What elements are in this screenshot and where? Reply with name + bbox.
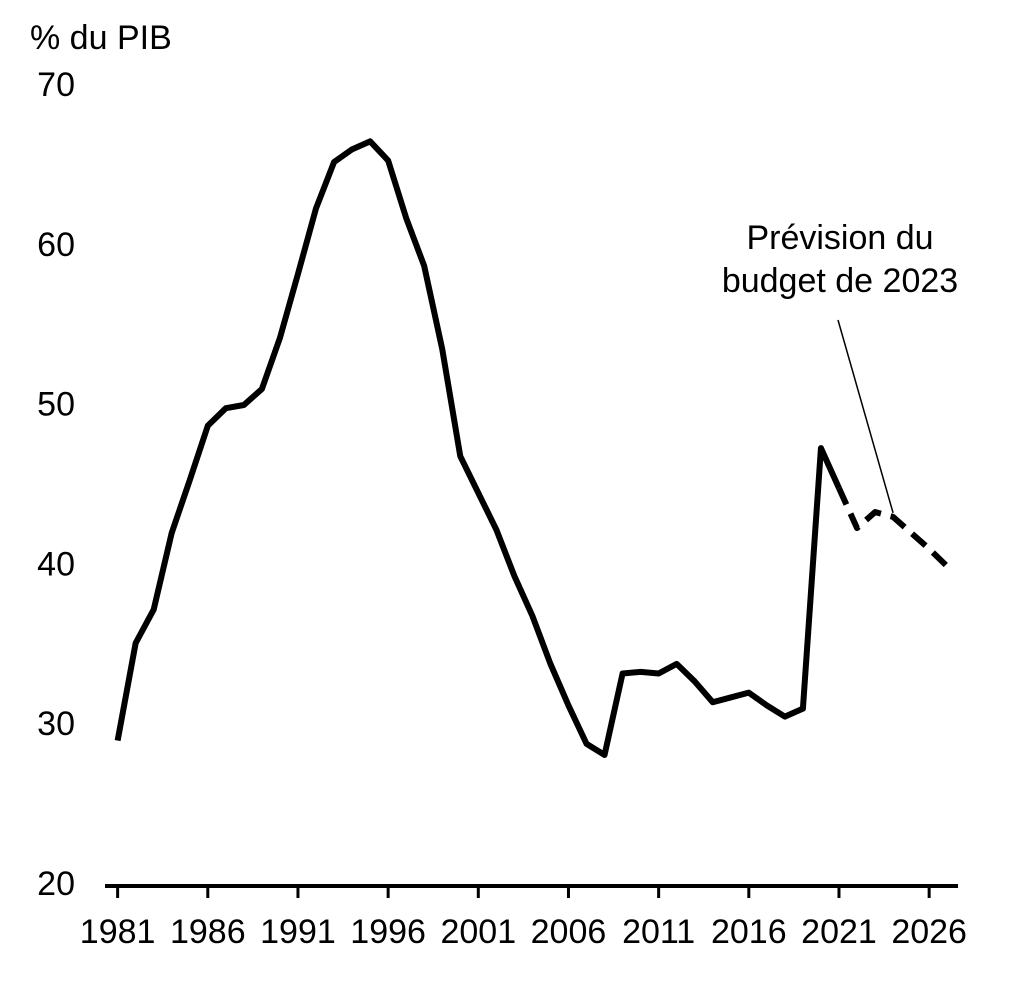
y-tick-label: 50	[37, 386, 75, 424]
y-tick-label: 40	[37, 545, 75, 583]
x-tick-label: 1996	[350, 913, 426, 951]
y-tick-label: 20	[37, 865, 75, 903]
data-line	[836, 486, 950, 569]
data-line	[114, 138, 842, 758]
annotation-leader	[837, 319, 894, 514]
x-tick-label: 2026	[891, 913, 967, 951]
x-tick-label: 1991	[260, 913, 336, 951]
y-axis-label: % du PIB	[30, 19, 172, 57]
x-tick-label: 2021	[801, 913, 877, 951]
x-tick-label: 2016	[711, 913, 787, 951]
x-tick-label: 2001	[440, 913, 516, 951]
x-tick-label: 1981	[80, 913, 156, 951]
annotation-text: Prévision du	[746, 219, 933, 257]
x-tick-label: 1986	[170, 913, 246, 951]
x-tick-label: 2011	[622, 913, 695, 951]
y-tick-label: 70	[37, 66, 75, 104]
annotation-text: budget de 2023	[722, 262, 958, 300]
y-tick-label: 60	[37, 226, 75, 264]
y-tick-label: 30	[37, 705, 75, 743]
x-tick-label: 2006	[531, 913, 607, 951]
